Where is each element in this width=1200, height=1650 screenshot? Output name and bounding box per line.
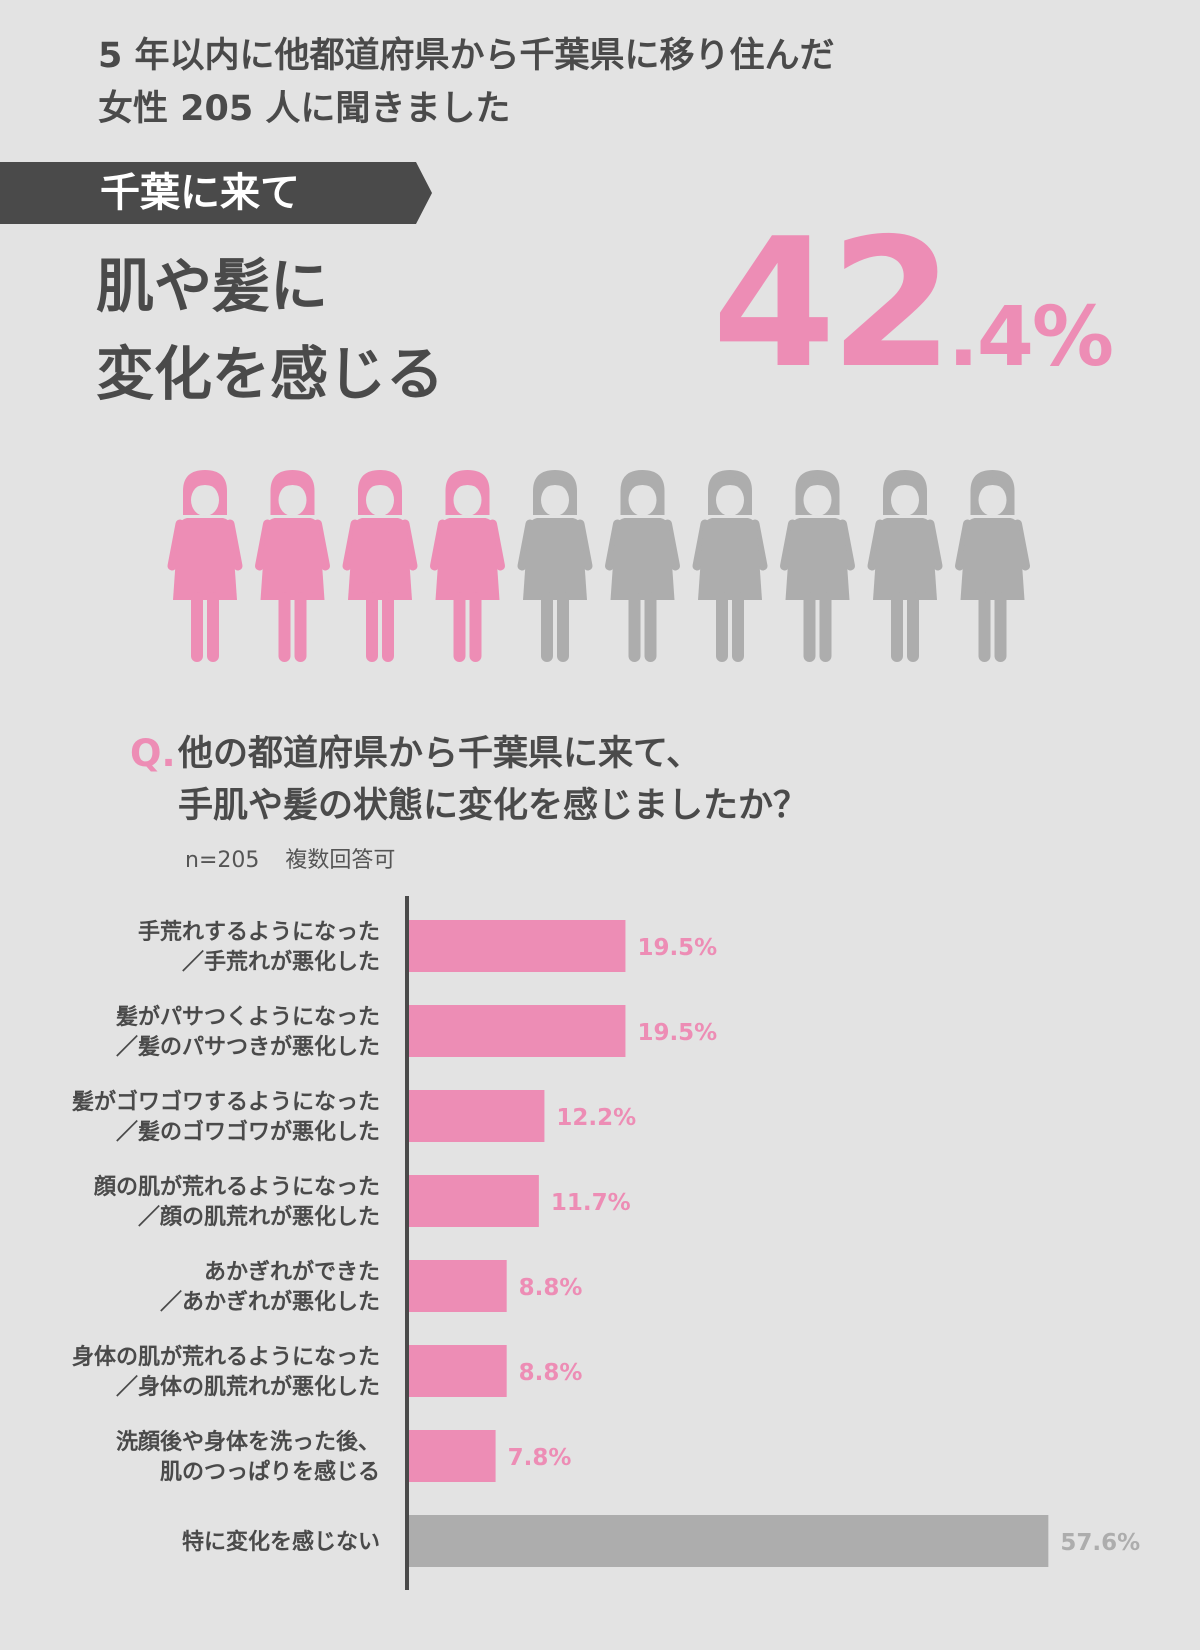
category-label: 髪がゴワゴワするようになった: [71, 1089, 380, 1115]
bar-value-label: 12.2%: [556, 1105, 636, 1131]
person-icon: [517, 470, 593, 662]
category-label: ／手荒れが悪化した: [182, 949, 380, 975]
question: Q. 他の都道府県から千葉県に来て、 手肌や髪の状態に変化を感じましたか？: [130, 728, 808, 832]
bar-value-label: 8.8%: [519, 1360, 583, 1386]
category-label: 肌のつっぱりを感じる: [160, 1459, 380, 1485]
person-icon-highlighted: [167, 470, 243, 662]
intro-text: 5 年以内に他都道府県から千葉県に移り住んだ 女性 205 人に聞きました: [98, 30, 835, 136]
intro-line-2: 女性 205 人に聞きました: [98, 89, 511, 129]
category-label: 手荒れするようになった: [138, 920, 380, 945]
category-label: ／あかぎれが悪化した: [160, 1289, 380, 1315]
intro-line-1: 5 年以内に他都道府県から千葉県に移り住んだ: [98, 36, 835, 76]
bar-value-label: 19.5%: [637, 1020, 717, 1046]
question-mark: Q.: [130, 732, 176, 775]
person-icon: [955, 470, 1030, 662]
category-label: あかぎれができた: [204, 1259, 380, 1285]
category-label: 顔の肌が荒れるようになった: [93, 1174, 380, 1200]
bar: [409, 1005, 626, 1057]
headline: 肌や髪に 変化を感じる: [96, 242, 444, 418]
banner-label: 千葉に来て: [100, 170, 300, 216]
bar: [409, 1090, 545, 1142]
category-label: 身体の肌が荒れるようになった: [72, 1344, 380, 1370]
bar-value-label: 57.6%: [1060, 1530, 1140, 1556]
category-label: ／髪のパサつきが悪化した: [116, 1034, 380, 1060]
bar: [409, 1345, 507, 1397]
person-icon-highlighted: [342, 470, 418, 662]
people-pictogram: [167, 470, 1030, 662]
headline-line-2: 変化を感じる: [96, 340, 445, 408]
big-percentage: 42.4%: [712, 215, 1114, 393]
question-line-2: 手肌や髪の状態に変化を感じましたか？: [178, 786, 809, 826]
category-label: 洗顔後や身体を洗った後、: [116, 1429, 380, 1455]
bar: [409, 920, 626, 972]
sample-size: n=205: [185, 848, 260, 873]
big-percentage-fraction: .4%: [947, 290, 1114, 385]
person-icon-highlighted: [255, 470, 330, 662]
bar-value-label: 8.8%: [519, 1275, 583, 1301]
big-percentage-integer: 42: [712, 200, 954, 407]
section-banner: 千葉に来て: [0, 162, 432, 224]
bar-chart: 19.5% 手荒れするようになった ／手荒れが悪化した 19.5% 髪がパサつくようにな…: [71, 896, 1140, 1590]
bar-value-label: 19.5%: [637, 935, 717, 961]
category-label: 髪がパサつくようになった: [115, 1004, 380, 1030]
sample-note: n=205 複数回答可: [185, 842, 395, 874]
person-icon: [605, 470, 680, 662]
bar: [409, 1430, 496, 1482]
category-label: ／髪のゴワゴワが悪化した: [116, 1119, 380, 1145]
category-label: ／身体の肌荒れが悪化した: [116, 1374, 380, 1400]
person-icon: [692, 470, 768, 662]
bar-value-label: 7.8%: [508, 1445, 572, 1471]
question-line-1: 他の都道府県から千葉県に来て、: [178, 734, 702, 774]
bar: [409, 1175, 539, 1227]
bar: [409, 1260, 507, 1312]
person-icon: [867, 470, 943, 662]
bar: [409, 1515, 1049, 1567]
category-label: 特に変化を感じない: [182, 1529, 380, 1555]
bar-value-label: 11.7%: [551, 1190, 631, 1216]
person-icon: [780, 470, 855, 662]
answer-type: 複数回答可: [285, 848, 396, 873]
headline-line-1: 肌や髪に: [96, 252, 329, 320]
banner-arrow-shape: [0, 162, 432, 224]
person-icon-highlighted: [430, 470, 505, 662]
category-label: ／顔の肌荒れが悪化した: [138, 1204, 380, 1230]
